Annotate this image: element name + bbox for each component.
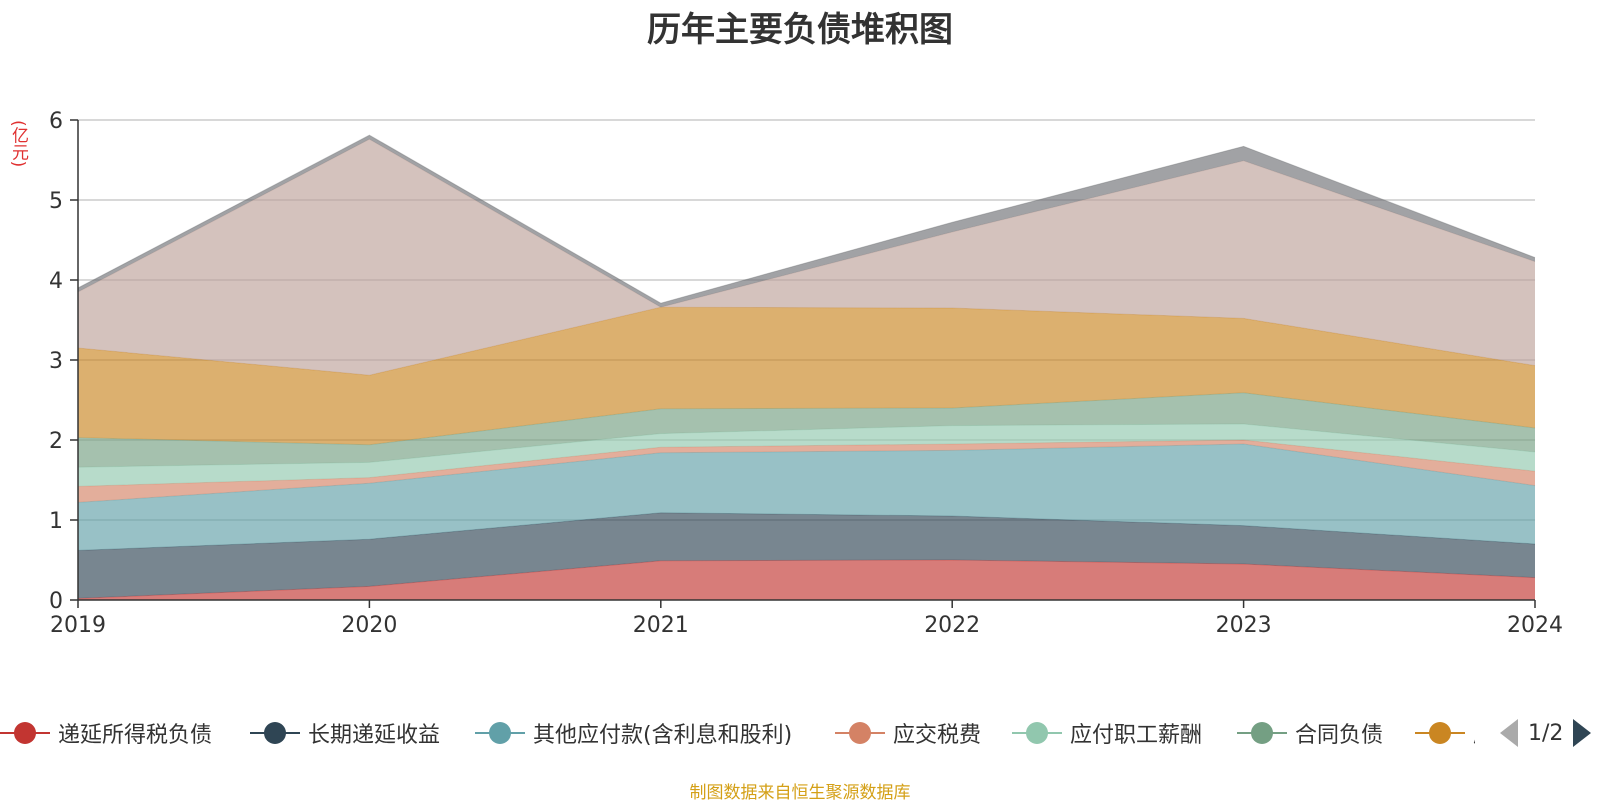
- chart-title: 历年主要负债堆积图: [647, 10, 953, 50]
- series-area-8: [78, 139, 1535, 376]
- legend-label: 递延所得税负债: [58, 723, 213, 748]
- y-tick-label: 6: [49, 109, 63, 134]
- y-tick-label: 1: [49, 509, 63, 534]
- legend-label: 应付职工薪酬: [1070, 723, 1203, 748]
- legend-marker-icon: [1012, 713, 1062, 753]
- legend-marker-icon: [1237, 713, 1287, 753]
- legend-item[interactable]: 合同负债: [1237, 713, 1383, 753]
- legend-item[interactable]: 应交税费: [835, 713, 981, 753]
- legend-marker-icon: [835, 713, 885, 753]
- axis-layer: 0 1 2 3 4 5 6 2019 2020 2021 2022 2023 2024: [49, 109, 1563, 638]
- legend-item[interactable]: 递延所得税负债: [0, 713, 212, 753]
- x-tick-label: 2019: [50, 613, 106, 638]
- y-axis-unit-label: (亿元): [8, 120, 28, 168]
- y-tick-label: 0: [49, 589, 63, 614]
- legend-prev-page-icon[interactable]: [1500, 719, 1518, 747]
- legend-label: 应交税费: [893, 723, 982, 748]
- legend-label: 合同负债: [1295, 723, 1384, 748]
- legend-label: 长期递延收益: [308, 723, 441, 748]
- series-area-6: [78, 392, 1535, 468]
- legend-label: 其他应付款(含利息和股利): [533, 723, 793, 748]
- legend-label: 应付票据及应付账款: [1473, 717, 1475, 749]
- legend: 递延所得税负债 长期递延收益 其他应付款(含利息和股利) 应交税费 应付职工薪酬 合同负债…: [0, 713, 1600, 753]
- x-tick-label: 2020: [341, 613, 397, 638]
- x-tick-label: 2023: [1216, 613, 1272, 638]
- legend-items: 递延所得税负债 长期递延收益 其他应付款(含利息和股利) 应交税费 应付职工薪酬 合同负债…: [0, 713, 1475, 753]
- series-line-1: [77, 559, 1536, 599]
- series-area-5: [78, 424, 1535, 487]
- series-area-2: [78, 512, 1535, 599]
- y-tick-label: 5: [49, 189, 63, 214]
- legend-item[interactable]: 长期递延收益: [250, 713, 440, 753]
- series-line-9: [77, 134, 1536, 304]
- series-area-9: [78, 135, 1535, 308]
- legend-marker-icon: [475, 713, 525, 753]
- legend-pager: 1/2: [1500, 713, 1592, 753]
- legend-marker-icon: [250, 713, 300, 753]
- legend-page-indicator: 1/2: [1528, 720, 1564, 746]
- series-area-7: [78, 307, 1535, 445]
- series-area-3: [78, 444, 1535, 551]
- source-note: 制图数据来自恒生聚源数据库: [689, 783, 911, 803]
- y-tick-label: 3: [49, 349, 63, 374]
- y-tick-label: 2: [49, 429, 63, 454]
- legend-item[interactable]: 应付职工薪酬: [1012, 713, 1202, 753]
- series-area-1: [78, 560, 1535, 600]
- legend-item[interactable]: 其他应付款(含利息和股利): [475, 713, 792, 753]
- y-tick-label: 4: [49, 269, 63, 294]
- x-tick-label: 2024: [1507, 613, 1563, 638]
- legend-marker-icon: [0, 713, 50, 753]
- legend-item[interactable]: 应付票据及应付账款: [1415, 713, 1475, 753]
- x-tick-label: 2021: [633, 613, 689, 638]
- x-tick-label: 2022: [924, 613, 980, 638]
- area-layer: [77, 134, 1536, 600]
- legend-marker-icon: [1415, 713, 1465, 753]
- legend-next-page-icon[interactable]: [1573, 719, 1592, 747]
